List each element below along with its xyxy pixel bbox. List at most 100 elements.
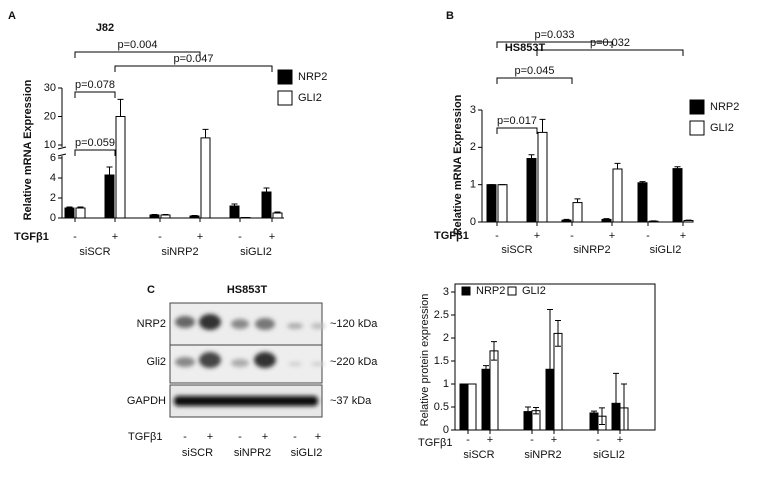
y-axis-label: Relative mRNA Expression [452, 94, 464, 235]
size-label: ~120 kDa [330, 318, 378, 330]
x-tick-label: + [112, 231, 118, 243]
error-bar [599, 407, 605, 425]
y-tick-label: 0 [50, 212, 56, 224]
bar [229, 205, 240, 219]
error-bar [533, 406, 539, 415]
significance-bracket [114, 65, 273, 72]
bar [526, 158, 537, 223]
p-value-label: p=0.017 [497, 115, 537, 127]
axis-break [57, 153, 67, 157]
legend-swatch [689, 99, 705, 115]
bar [561, 219, 572, 223]
error-bar [106, 166, 113, 175]
bar [589, 412, 599, 431]
group-label: siSCR [79, 246, 110, 258]
significance-bracket [496, 77, 573, 84]
x-tick-label: + [617, 434, 623, 446]
group-label: siNRP2 [573, 244, 610, 256]
legend-label: GLI2 [710, 122, 734, 134]
bar [572, 202, 583, 223]
y-tick-label: 0 [470, 216, 476, 228]
error-bar [117, 98, 124, 117]
group-label: siGLI2 [593, 449, 625, 461]
bar [467, 383, 477, 431]
x-tick-label: + [487, 434, 493, 446]
bar [672, 168, 683, 223]
error-bar [621, 383, 627, 431]
group-label: siSCR [501, 244, 532, 256]
blot-title: HS853T [227, 284, 268, 296]
error-bar [528, 154, 535, 159]
error-bar [231, 203, 238, 206]
p-value-label: p=0.059 [75, 137, 115, 149]
legend-label: NRP2 [476, 285, 505, 297]
significance-bracket [496, 41, 613, 48]
bar [272, 212, 283, 219]
treatment-label: TGFβ1 [418, 437, 452, 449]
error-bar [151, 214, 158, 215]
y-tick-label: 0 [443, 424, 449, 436]
lane-label: + [207, 431, 213, 443]
error-bar [202, 128, 209, 138]
y-tick-label: 6 [50, 152, 56, 164]
error-bar [491, 341, 497, 361]
size-label: ~37 kDa [330, 395, 372, 407]
error-bar [674, 166, 681, 169]
p-value-label: p=0.047 [173, 53, 213, 65]
significance-bracket [74, 51, 201, 58]
error-bar [614, 162, 621, 169]
panel-letter: A [8, 10, 16, 22]
chart-title: J82 [96, 22, 114, 34]
panel-letter: B [446, 10, 454, 22]
bar [481, 368, 491, 431]
significance-bracket [74, 91, 116, 98]
legend-swatch [507, 286, 517, 296]
panel-letter: C [147, 284, 155, 296]
y-tick-label: 1.5 [434, 355, 449, 367]
y-tick-label: 2 [50, 192, 56, 204]
group-label: siSCR [463, 449, 494, 461]
bar [637, 182, 648, 223]
y-tick-label: 2.5 [434, 309, 449, 321]
error-bar [191, 215, 198, 216]
x-tick-label: + [680, 230, 686, 242]
error-bar [162, 214, 169, 215]
x-tick-label: - [530, 434, 534, 446]
treatment-label: TGFβ1 [14, 231, 49, 243]
error-bar [66, 206, 73, 208]
error-bar [539, 118, 546, 133]
bar [553, 332, 563, 431]
error-bar [77, 206, 84, 208]
size-label: ~220 kDa [330, 356, 378, 368]
legend-swatch [277, 69, 293, 85]
bar [64, 207, 75, 219]
bar [486, 184, 497, 223]
protein-label: NRP2 [137, 318, 166, 330]
bar [261, 191, 272, 219]
p-value-label: p=0.078 [75, 79, 115, 91]
x-tick-label: - [73, 231, 77, 243]
y-tick-label: 10 [44, 139, 56, 151]
x-tick-label: - [596, 434, 600, 446]
error-bar [639, 181, 646, 183]
y-tick-label: 3 [470, 104, 476, 116]
y-tick-label: 2 [470, 141, 476, 153]
bar [200, 137, 211, 219]
error-bar [547, 308, 553, 430]
p-value-label: p=0.032 [590, 37, 630, 49]
p-value-label: p=0.033 [534, 29, 574, 41]
x-tick-label: + [551, 434, 557, 446]
group-label: siNPR2 [524, 449, 561, 461]
bar [104, 174, 115, 219]
lane-label: - [293, 431, 297, 443]
error-bar [574, 198, 581, 203]
x-tick-label: - [495, 230, 499, 242]
group-label: siSCR [182, 447, 213, 459]
y-axis-label: Relative mRNA Expression [22, 79, 34, 220]
group-label: siNPR2 [234, 447, 271, 459]
y-axis-label: Relative protein expression [419, 294, 431, 427]
y-tick-label: 0.5 [434, 401, 449, 413]
treatment-label: TGFβ1 [434, 230, 469, 242]
chart-title: HS853T [505, 42, 546, 54]
